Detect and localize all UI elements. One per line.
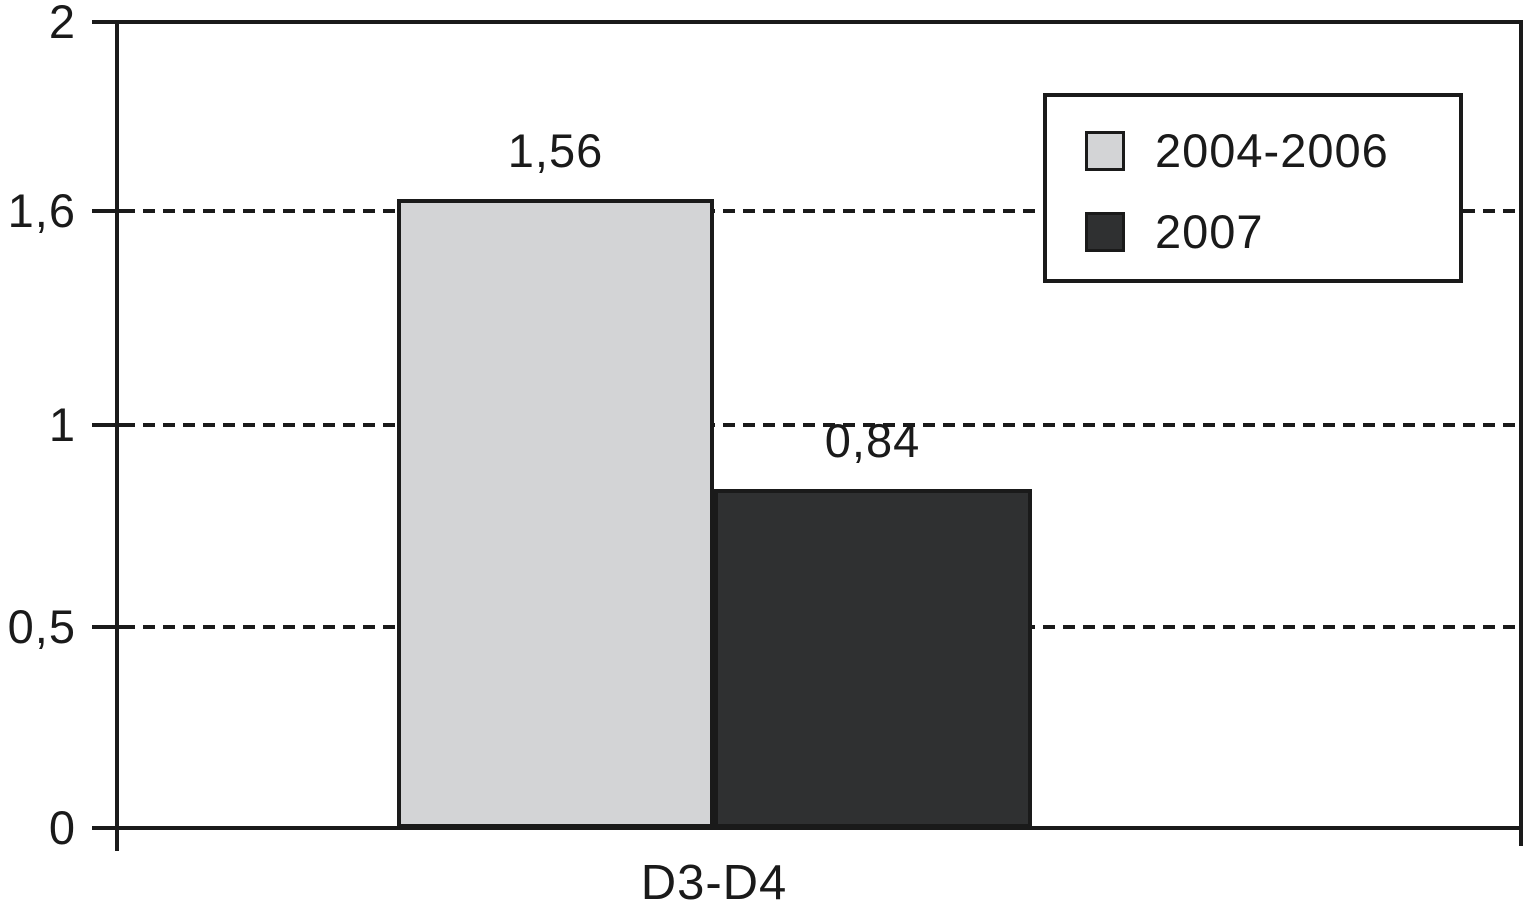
x-axis-line — [92, 826, 1523, 830]
gridline-1_6 — [123, 209, 1523, 214]
y-axis-line — [115, 22, 119, 851]
y-tick-label-2: 2 — [48, 0, 76, 48]
legend-swatch-2007 — [1085, 212, 1125, 252]
bar-2007 — [714, 489, 1032, 828]
x-axis-label: D3-D4 — [640, 856, 788, 905]
plot-right-border — [1519, 22, 1523, 846]
legend-swatch-2004-2006 — [1085, 131, 1125, 171]
y-tick-label-0: 0 — [48, 801, 76, 854]
bar-2004-2006 — [397, 199, 714, 828]
legend-label-2007: 2007 — [1155, 205, 1264, 258]
y-tick-label-1: 1 — [48, 398, 76, 451]
legend-entry-2007: 2007 — [1085, 202, 1264, 262]
legend: 2004-2006 2007 — [1043, 93, 1463, 283]
plot-top-border — [92, 20, 1523, 24]
gridline-1 — [123, 423, 1523, 427]
y-tick-mark — [92, 209, 123, 214]
legend-label-2004-2006: 2004-2006 — [1155, 124, 1389, 177]
y-tick-label-1_6: 1,6 — [7, 184, 76, 238]
y-tick-label-0_5: 0,5 — [7, 599, 76, 653]
legend-entry-2004-2006: 2004-2006 — [1085, 121, 1389, 181]
bar-value-label-2004-2006: 1,56 — [507, 124, 604, 177]
bar-value-label-2007: 0,84 — [824, 414, 921, 467]
y-tick-mark — [92, 624, 123, 629]
y-tick-mark — [92, 423, 123, 427]
